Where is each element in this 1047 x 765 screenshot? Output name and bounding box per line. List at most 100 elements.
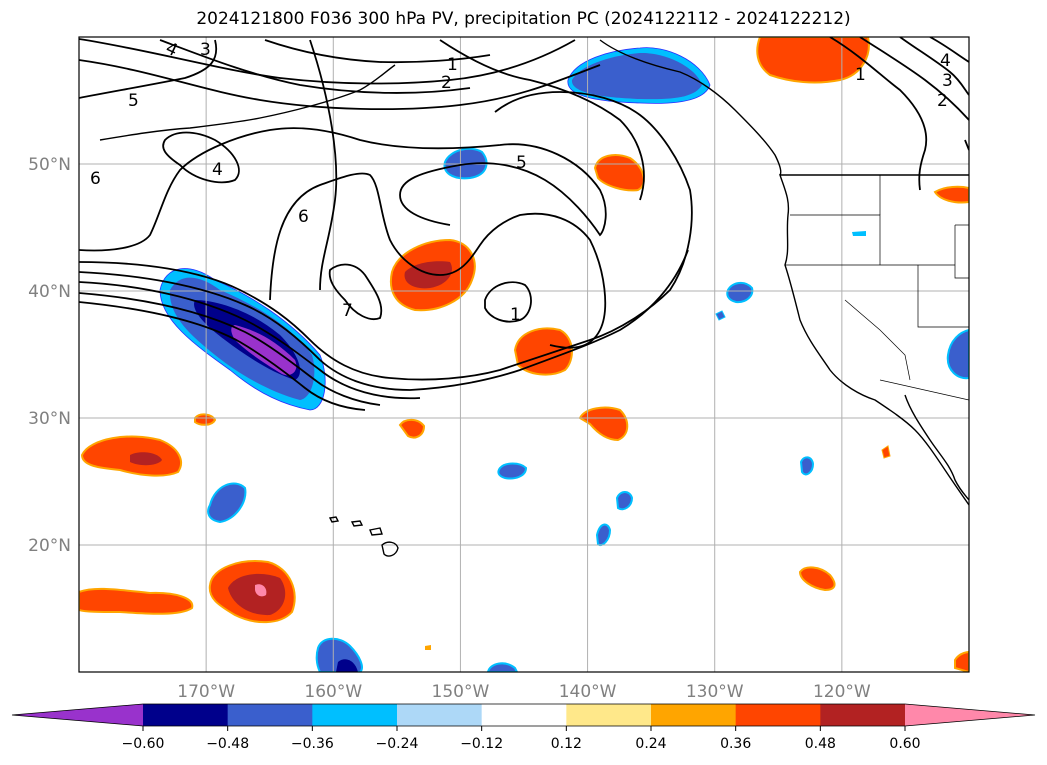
lon-tick-label: 140°W [559, 682, 617, 702]
precip-pos-region [79, 587, 194, 615]
pv-contour [964, 139, 969, 151]
island-hawaii [328, 516, 340, 523]
political-borders [785, 174, 969, 401]
pv-contour-labels: 4 3 5 6 4 6 7 1 2 5 1 1 4 3 2 [90, 38, 953, 325]
precip-pos-region [228, 573, 286, 616]
pv-contour [79, 249, 689, 391]
colorbar-segment [566, 704, 652, 726]
lon-tick-label: 160°W [304, 682, 362, 702]
pv-contour [79, 91, 693, 381]
gridlines [79, 37, 969, 672]
precip-neg-region [231, 325, 297, 376]
colorbar-segment [143, 704, 229, 726]
pv-contour-label: 6 [298, 207, 309, 227]
pv-contour [328, 263, 383, 320]
precip-pos-region [798, 566, 836, 592]
pv-contour [264, 39, 491, 64]
pv-contour [79, 127, 607, 252]
colorbar: −0.60 −0.48 −0.36 −0.24 −0.12 0.12 0.24 0.36 0.4… [11, 703, 1036, 752]
map-frame [78, 36, 970, 673]
lat-tick-label: 50°N [28, 155, 71, 175]
colorbar-tick-label: 0.36 [720, 736, 751, 752]
precip-pos-region [756, 37, 870, 84]
precip-neg-region [486, 662, 519, 672]
colorbar-segment [820, 704, 906, 726]
pv-contour-label: 1 [855, 65, 866, 85]
precip-pos-region [255, 584, 267, 597]
lon-tick-label: 130°W [686, 682, 744, 702]
pv-contour-label: 1 [447, 55, 458, 75]
lat-tick-label: 30°N [28, 409, 71, 429]
precipitation-fills [79, 37, 969, 672]
precip-neg-region [715, 310, 726, 321]
border-mexico [879, 379, 969, 401]
colorbar-extend-low [12, 704, 143, 726]
island-hawaii [369, 527, 383, 536]
colorbar-segment [651, 704, 737, 726]
coastline-north-america [779, 174, 969, 506]
colorbar-tick-label: 0.12 [551, 736, 582, 752]
precip-pos-region [881, 445, 891, 459]
pv-contour-label: 4 [940, 51, 951, 71]
colorbar-tick-label: 0.60 [889, 736, 920, 752]
colorbar-segment [312, 704, 398, 726]
colorbar-segment [397, 704, 483, 726]
lon-tick-label: 150°W [432, 682, 490, 702]
coastline-baja [904, 394, 969, 501]
pv-contour [929, 37, 969, 63]
colorbar-tick-label: 0.24 [635, 736, 666, 752]
precip-pos-region [954, 650, 969, 672]
pv-contour-label: 3 [942, 71, 953, 91]
precip-pos-region [398, 418, 426, 439]
precip-pos-region [578, 406, 629, 442]
precip-neg-region [799, 456, 815, 476]
pv-contour-label: 4 [212, 160, 223, 180]
colorbar-tick-label: −0.48 [206, 736, 249, 752]
pv-contour [484, 281, 532, 323]
precip-neg-region [595, 523, 612, 546]
pv-contour [79, 292, 381, 406]
precip-pos-region [194, 413, 217, 426]
coastline-alaska [599, 39, 782, 176]
latitude-tick-labels: 20°N 30°N 40°N 50°N [28, 155, 71, 556]
pv-contour [162, 131, 240, 184]
border-state [844, 299, 911, 381]
precip-neg-region [207, 482, 247, 524]
pv-contour [79, 281, 421, 400]
colorbar-segment [481, 704, 567, 726]
pv-contour [899, 37, 969, 96]
border-state [954, 225, 969, 279]
pv-contour-label: 5 [516, 153, 527, 173]
lat-tick-label: 40°N [28, 282, 71, 302]
pv-contour [309, 39, 338, 291]
precip-neg-region [336, 659, 358, 672]
pv-contour [79, 301, 366, 411]
lat-tick-label: 20°N [28, 536, 71, 556]
colorbar-segment [735, 704, 821, 726]
pv-contour-label: 5 [128, 91, 139, 111]
colorbar-tick-label: −0.60 [122, 736, 165, 752]
island-hawaii [350, 520, 364, 527]
pv-contour [829, 37, 928, 191]
precip-pos-region [425, 645, 431, 650]
pv-contour [269, 172, 607, 349]
precip-neg-region [726, 282, 754, 304]
precip-neg-region [946, 328, 969, 380]
colorbar-tick-label: −0.24 [376, 736, 419, 752]
pv-contour-label: 2 [937, 91, 948, 111]
precip-neg-region [497, 462, 528, 480]
precip-pos-region [513, 327, 573, 376]
precip-pos-region [130, 452, 162, 466]
precip-neg-region [615, 491, 634, 511]
border-state [917, 265, 969, 328]
pv-contour-label: 7 [342, 301, 353, 321]
precip-pos-region [933, 185, 969, 204]
pv-contour-label: 2 [441, 73, 452, 93]
pv-contours [79, 37, 969, 411]
border-state [790, 214, 881, 265]
chart-title: 2024121800 F036 300 hPa PV, precipitatio… [196, 9, 851, 29]
pv-contour [159, 39, 471, 94]
map-area [79, 37, 969, 672]
pv-contour-label: 3 [200, 40, 211, 60]
